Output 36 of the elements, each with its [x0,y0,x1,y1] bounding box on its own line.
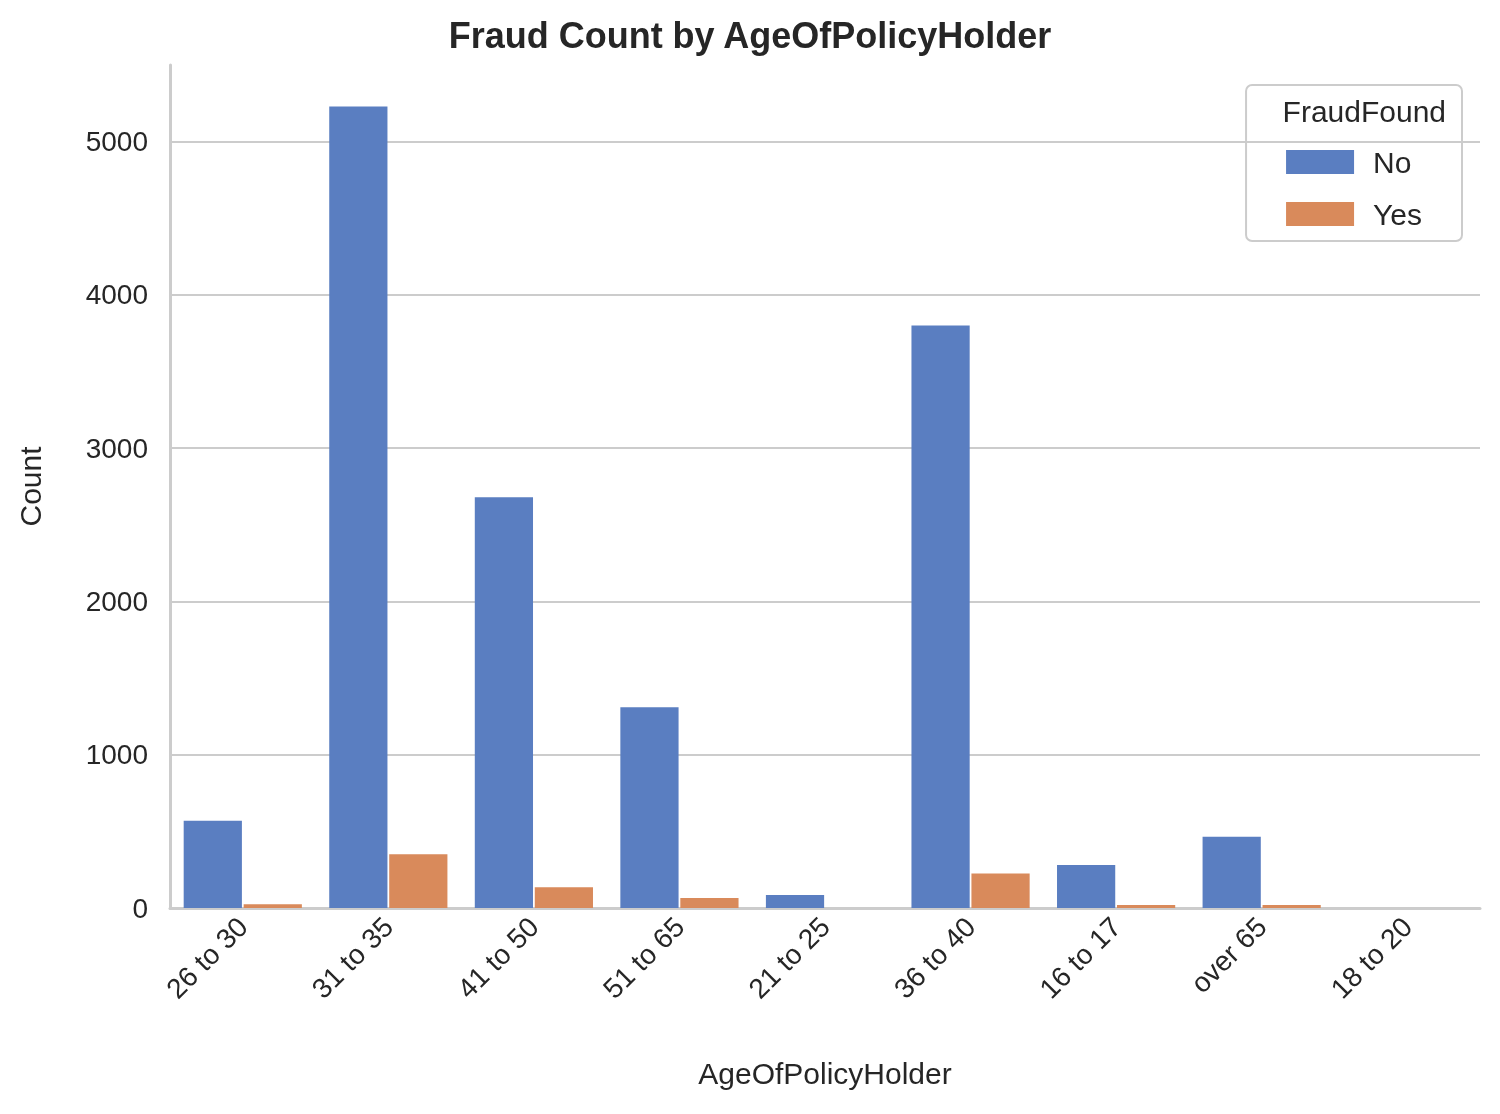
x-tick-label: 21 to 25 [742,911,836,1005]
x-tick-label: 41 to 50 [451,911,545,1005]
x-tick-label: 36 to 40 [888,911,982,1005]
x-axis-title: AgeOfPolicyHolder [698,1056,952,1090]
y-tick-label: 2000 [85,585,148,617]
x-tick-label: 26 to 30 [160,911,254,1005]
bar [1116,904,1176,908]
x-tick-label: 16 to 17 [1033,911,1128,1005]
bar [971,873,1030,908]
legend-label: No [1373,145,1412,179]
y-tick-label: 4000 [85,279,148,311]
bar [389,854,448,908]
chart-title: Fraud Count by AgeOfPolicyHolder [448,14,1052,56]
bar [620,707,679,908]
bar [1202,836,1261,908]
x-tick-label: over 65 [1184,911,1273,999]
legend-label: Yes [1373,197,1423,231]
bar [534,887,593,908]
bar [329,106,388,908]
y-tick-label: 3000 [85,432,148,464]
x-tick-label: 18 to 20 [1324,911,1419,1005]
y-tick-label: 1000 [85,739,148,771]
bar [680,898,739,908]
bar [243,904,302,908]
bar [183,820,242,908]
bar [1262,904,1321,908]
x-tick-label: 31 to 35 [305,911,400,1005]
bar [474,497,534,908]
y-tick-label: 5000 [85,126,148,158]
legend-title: FraudFound [1282,94,1446,128]
bar [765,894,825,908]
bar [1057,865,1116,908]
y-tick-label: 0 [132,892,148,924]
bar [911,325,970,908]
y-axis-title: Count [13,445,47,527]
x-tick-label: 51 to 65 [596,911,691,1005]
